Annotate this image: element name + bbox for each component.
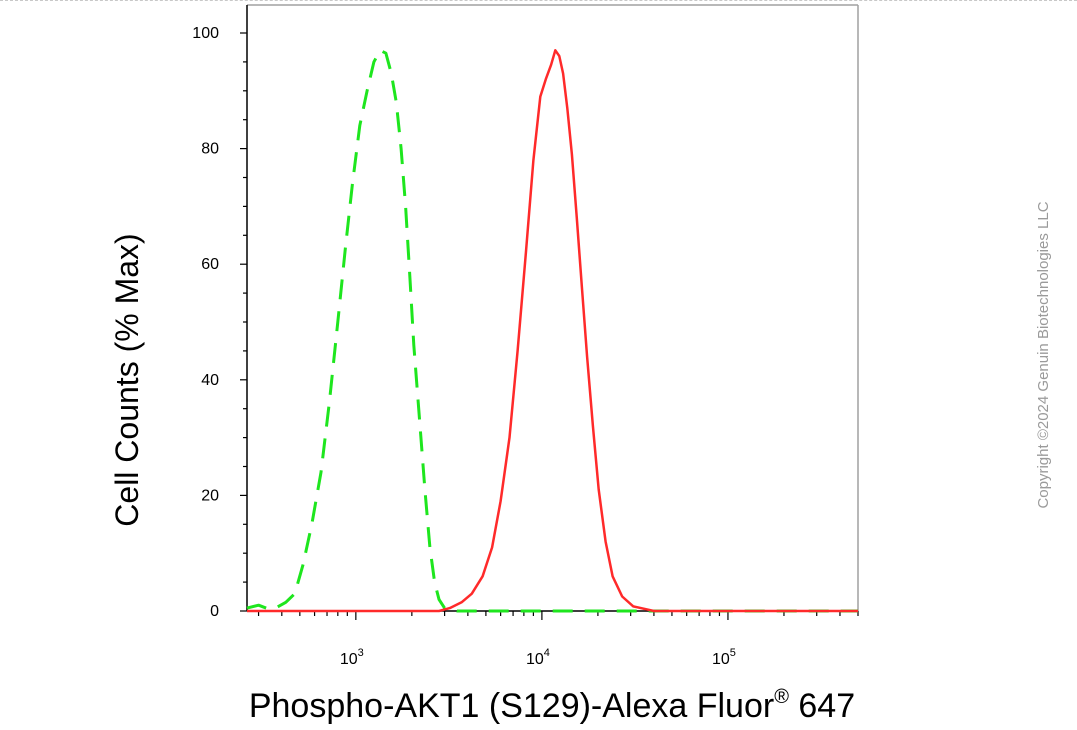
y-axis-label: Cell Counts (% Max) — [109, 233, 145, 526]
x-axis-label-suffix: 647 — [789, 687, 855, 725]
y-tick-label: 100 — [192, 25, 219, 42]
y-tick-label: 40 — [201, 372, 219, 389]
series-line-1 — [246, 48, 858, 613]
y-tick-label: 20 — [201, 487, 219, 504]
y-tick-label: 0 — [210, 603, 219, 620]
y-tick-label: 60 — [201, 256, 219, 273]
x-tick-base: 10 — [340, 651, 358, 668]
series-layer — [246, 48, 858, 613]
x-axis-label-main: Phospho-AKT1 (S129)-Alexa Fluor — [249, 687, 774, 725]
x-tick-exponent: 3 — [358, 647, 364, 659]
x-tick-exponent: 5 — [730, 647, 736, 659]
x-tick-label: 103 — [340, 647, 364, 668]
x-axis-label-superscript: ® — [774, 686, 789, 708]
x-axis: 103 104 105 — [247, 610, 859, 668]
x-axis-label: Phospho-AKT1 (S129)-Alexa Fluor® 647 — [249, 686, 855, 725]
series-line-2 — [247, 49, 858, 613]
copyright-watermark: Copyright ©2024 Genuin Biotechnologies L… — [1035, 201, 1052, 508]
plot-frame — [247, 4, 859, 611]
x-tick-exponent: 4 — [544, 647, 550, 659]
x-tick-label: 104 — [526, 647, 550, 668]
x-tick-base: 10 — [526, 651, 544, 668]
y-axis: 0 20 40 60 80 100 — [192, 5, 248, 620]
x-tick-base: 10 — [712, 651, 730, 668]
top-dashed-border — [0, 0, 1077, 1]
x-tick-label: 105 — [712, 647, 736, 668]
y-tick-label: 80 — [201, 141, 219, 158]
